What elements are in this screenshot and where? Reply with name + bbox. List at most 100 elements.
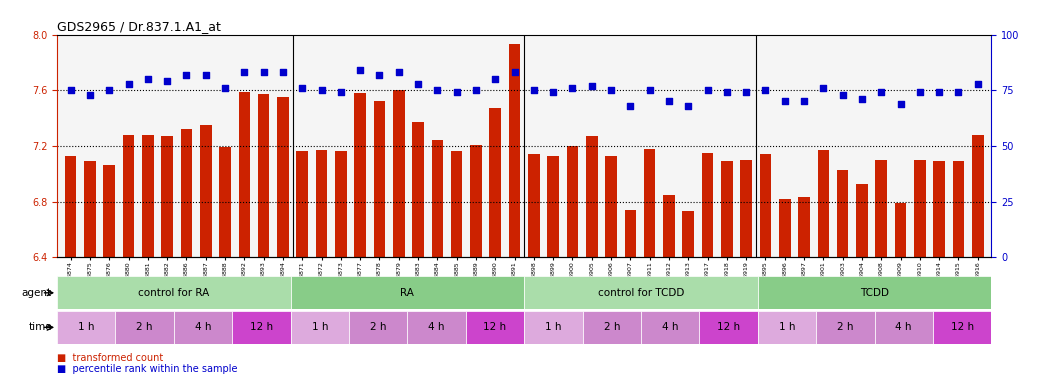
Point (410, 81, 427, 87)
Bar (682, 211, 694, 257)
Point (197, 71, 214, 78)
Point (873, 89, 890, 96)
Point (275, 70, 292, 76)
Point (641, 87, 658, 93)
Text: ■  percentile rank within the sample: ■ percentile rank within the sample (57, 364, 238, 374)
Point (700, 87, 716, 93)
Point (545, 89, 562, 96)
Bar (702, 153, 713, 257)
Bar (758, 276, 991, 309)
Text: 4 h: 4 h (896, 322, 912, 333)
Bar (625, 210, 636, 257)
Bar (524, 276, 758, 309)
Bar (933, 311, 991, 344)
Point (583, 83, 600, 89)
Bar (115, 311, 173, 344)
Point (738, 89, 755, 96)
Bar (122, 135, 134, 257)
Point (313, 87, 330, 93)
Bar (778, 199, 791, 257)
Point (853, 96, 870, 102)
Bar (57, 311, 115, 344)
Bar (297, 152, 308, 257)
Text: 2 h: 2 h (603, 322, 620, 333)
Text: 12 h: 12 h (717, 322, 740, 333)
Bar (412, 122, 424, 257)
Bar (875, 160, 887, 257)
Point (448, 89, 465, 96)
Bar (582, 311, 641, 344)
Point (603, 87, 620, 93)
Point (352, 67, 368, 73)
Point (680, 103, 696, 109)
Point (911, 89, 928, 96)
Text: 12 h: 12 h (484, 322, 507, 333)
Text: 2 h: 2 h (136, 322, 153, 333)
Text: 4 h: 4 h (429, 322, 445, 333)
Bar (277, 97, 289, 257)
Point (159, 78, 175, 84)
Text: 1 h: 1 h (545, 322, 562, 333)
Bar (758, 311, 816, 344)
Point (372, 71, 388, 78)
Bar (393, 90, 405, 257)
Point (390, 70, 407, 76)
Point (931, 89, 948, 96)
Bar (316, 150, 327, 257)
Text: time: time (28, 322, 52, 333)
Bar (760, 154, 771, 257)
Point (139, 76, 156, 82)
Text: agent: agent (22, 288, 52, 298)
Bar (291, 311, 349, 344)
Point (718, 89, 735, 96)
Bar (64, 156, 77, 257)
Bar (354, 93, 366, 257)
Point (564, 85, 580, 91)
Point (120, 81, 137, 87)
Bar (818, 150, 829, 257)
Bar (174, 311, 233, 344)
Bar (953, 161, 964, 257)
Point (835, 92, 851, 98)
Text: 1 h: 1 h (778, 322, 795, 333)
Point (950, 89, 966, 96)
Point (487, 76, 503, 82)
Point (255, 70, 272, 76)
Bar (200, 125, 212, 257)
Bar (816, 311, 874, 344)
Bar (233, 311, 291, 344)
Bar (219, 147, 230, 257)
Bar (407, 311, 466, 344)
Text: 1 h: 1 h (78, 322, 94, 333)
Text: 12 h: 12 h (951, 322, 974, 333)
Bar (856, 184, 868, 257)
Bar (490, 108, 501, 257)
Bar (972, 135, 984, 257)
Bar (721, 161, 733, 257)
Text: control for TCDD: control for TCDD (598, 288, 684, 298)
Bar (663, 195, 675, 257)
Bar (837, 170, 848, 257)
Text: 12 h: 12 h (250, 322, 273, 333)
Point (62, 87, 79, 93)
Text: 2 h: 2 h (370, 322, 386, 333)
Bar (335, 152, 347, 257)
Text: ■  transformed count: ■ transformed count (57, 353, 163, 363)
Point (893, 101, 909, 107)
Point (660, 98, 677, 104)
Point (429, 87, 445, 93)
Point (796, 98, 813, 104)
Text: 1 h: 1 h (311, 322, 328, 333)
Point (332, 89, 349, 96)
Point (525, 87, 542, 93)
Bar (933, 161, 945, 257)
Point (969, 81, 986, 87)
Text: GDS2965 / Dr.837.1.A1_at: GDS2965 / Dr.837.1.A1_at (57, 20, 221, 33)
Point (236, 70, 252, 76)
Bar (257, 94, 270, 257)
Bar (181, 129, 192, 257)
Bar (605, 156, 617, 257)
Point (622, 103, 638, 109)
Bar (895, 203, 906, 257)
Bar (291, 276, 524, 309)
